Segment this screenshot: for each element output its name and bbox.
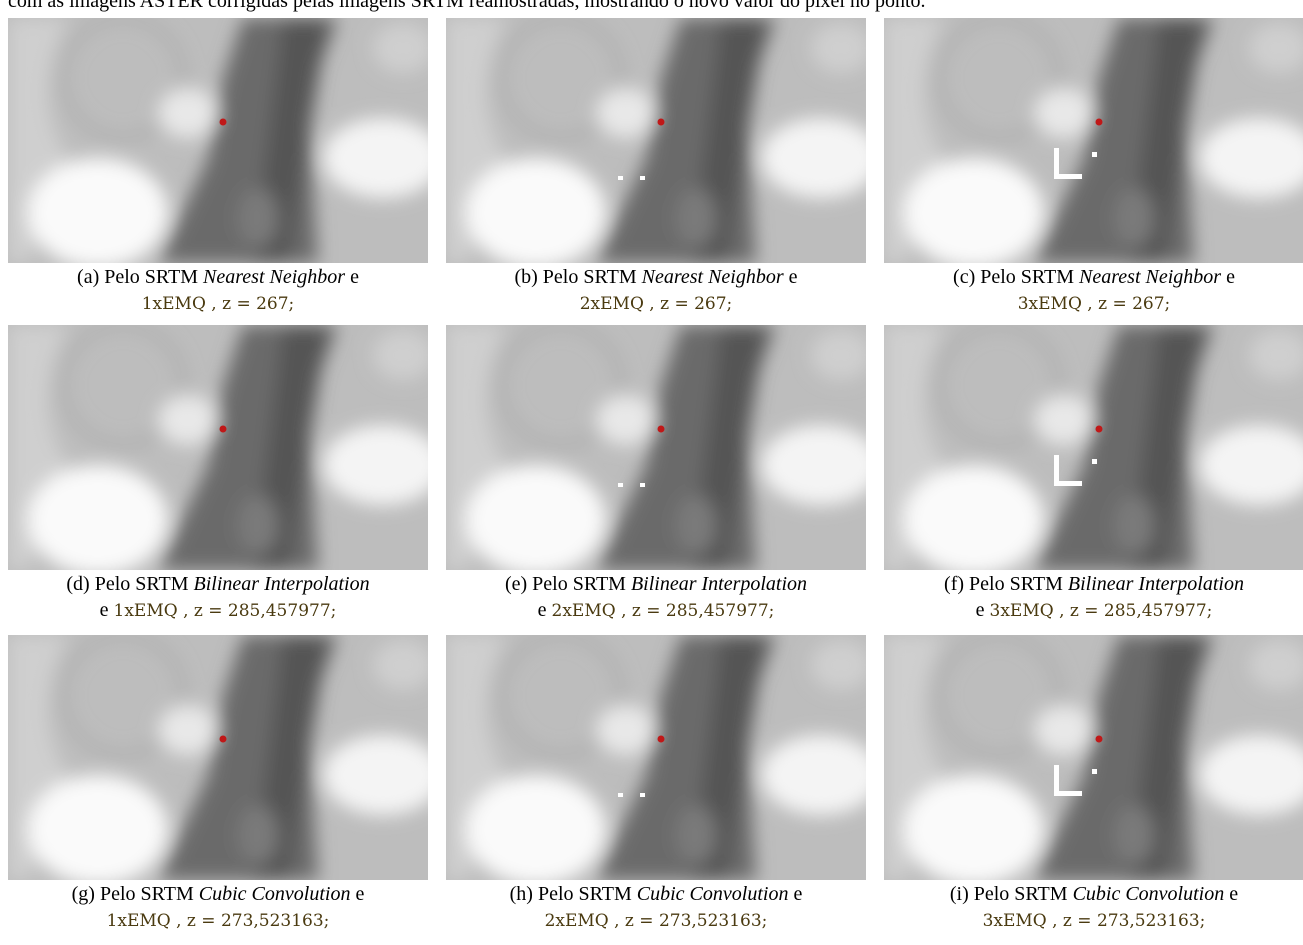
caption-label: (h) Pelo SRTM — [510, 883, 632, 905]
caption-line: 3xEMQ , z = 267; — [884, 291, 1303, 316]
caption-line: (i) Pelo SRTM Cubic Convolution e — [884, 882, 1303, 906]
figure-panel: (c) Pelo SRTM Nearest Neighbor e 3xEMQ , … — [884, 18, 1303, 316]
formula: 1xEMQ , z = 285,457977; — [114, 601, 337, 621]
method-name: Nearest Neighbor — [642, 266, 784, 288]
caption-connector: e — [350, 266, 359, 288]
terrain — [884, 325, 1303, 570]
terrain-image — [884, 18, 1303, 263]
caption-line: e 3xEMQ , z = 285,457977; — [884, 598, 1303, 623]
method-name: Cubic Convolution — [199, 883, 351, 905]
pixel-mark — [1054, 765, 1059, 795]
terrain — [446, 18, 866, 263]
caption-line: 2xEMQ , z = 273,523163; — [446, 908, 866, 933]
pixel-mark — [1054, 174, 1082, 179]
terrain-image — [8, 635, 428, 880]
pixel-mark — [640, 483, 645, 487]
pixel-mark — [1092, 459, 1097, 464]
caption-label: (e) Pelo SRTM — [505, 573, 626, 595]
terrain — [8, 635, 428, 880]
figure-panel: (g) Pelo SRTM Cubic Convolution e 1xEMQ ,… — [8, 635, 428, 933]
formula: 2xEMQ , z = 273,523163; — [545, 911, 768, 931]
caption-line: e 2xEMQ , z = 285,457977; — [446, 598, 866, 623]
caption-line: e 1xEMQ , z = 285,457977; — [8, 598, 428, 623]
method-name: Cubic Convolution — [1073, 883, 1225, 905]
formula: 3xEMQ , z = 267; — [1018, 294, 1171, 314]
caption-connector: e — [355, 883, 364, 905]
formula: 1xEMQ , z = 273,523163; — [107, 911, 330, 931]
caption-connector: e — [1229, 883, 1238, 905]
figure-panel: (i) Pelo SRTM Cubic Convolution e 3xEMQ ,… — [884, 635, 1303, 933]
formula: 2xEMQ , z = 285,457977; — [552, 601, 775, 621]
page: com as imagens ASTER corrigidas pelas im… — [0, 0, 1303, 945]
terrain-image — [446, 325, 866, 570]
figure-panel: (a) Pelo SRTM Nearest Neighbor e 1xEMQ , … — [8, 18, 428, 316]
terrain-image — [446, 635, 866, 880]
pixel-mark — [640, 176, 645, 180]
terrain-image — [884, 325, 1303, 570]
terrain — [446, 635, 866, 880]
pixel-mark — [618, 483, 623, 487]
terrain-image — [884, 635, 1303, 880]
caption-line: 1xEMQ , z = 267; — [8, 291, 428, 316]
terrain — [884, 635, 1303, 880]
terrain-image — [8, 18, 428, 263]
caption-label: (a) Pelo SRTM — [77, 266, 198, 288]
terrain-image — [8, 325, 428, 570]
caption-connector: e — [1226, 266, 1235, 288]
formula: 3xEMQ , z = 273,523163; — [983, 911, 1206, 931]
caption-line: 2xEMQ , z = 267; — [446, 291, 866, 316]
pixel-mark — [1054, 148, 1059, 178]
figure-panel: (h) Pelo SRTM Cubic Convolution e 2xEMQ ,… — [446, 635, 866, 933]
pixel-mark — [1092, 769, 1097, 774]
caption-line: 1xEMQ , z = 273,523163; — [8, 908, 428, 933]
terrain — [8, 325, 428, 570]
pixel-mark — [1054, 455, 1059, 485]
caption-label: (b) Pelo SRTM — [514, 266, 636, 288]
caption-label: (g) Pelo SRTM — [72, 883, 194, 905]
caption-label: (f) Pelo SRTM — [944, 573, 1063, 595]
formula: 2xEMQ , z = 267; — [580, 294, 733, 314]
terrain — [446, 325, 866, 570]
caption-line: (b) Pelo SRTM Nearest Neighbor e — [446, 265, 866, 289]
pixel-mark — [1092, 152, 1097, 157]
caption-line: (h) Pelo SRTM Cubic Convolution e — [446, 882, 866, 906]
caption-connector: e — [793, 883, 802, 905]
terrain — [8, 18, 428, 263]
figure-panel: (b) Pelo SRTM Nearest Neighbor e 2xEMQ , … — [446, 18, 866, 316]
method-name: Cubic Convolution — [637, 883, 789, 905]
caption-label: (d) Pelo SRTM — [66, 573, 188, 595]
pixel-mark — [640, 793, 645, 797]
caption-label: (i) Pelo SRTM — [950, 883, 1068, 905]
caption-line: (c) Pelo SRTM Nearest Neighbor e — [884, 265, 1303, 289]
method-name: Bilinear Interpolation — [631, 573, 807, 595]
method-name: Nearest Neighbor — [1079, 266, 1221, 288]
pixel-mark — [1054, 481, 1082, 486]
caption-connector: e — [976, 599, 985, 621]
intro-text: com as imagens ASTER corrigidas pelas im… — [8, 0, 926, 13]
caption-connector: e — [100, 599, 109, 621]
caption-line: (g) Pelo SRTM Cubic Convolution e — [8, 882, 428, 906]
pixel-mark — [1054, 791, 1082, 796]
caption-line: (d) Pelo SRTM Bilinear Interpolation — [8, 572, 428, 596]
caption-line: (f) Pelo SRTM Bilinear Interpolation — [884, 572, 1303, 596]
method-name: Bilinear Interpolation — [194, 573, 370, 595]
formula: 1xEMQ , z = 267; — [142, 294, 295, 314]
pixel-mark — [618, 176, 623, 180]
caption-connector: e — [789, 266, 798, 288]
caption-label: (c) Pelo SRTM — [953, 266, 1074, 288]
pixel-mark — [618, 793, 623, 797]
caption-line: (e) Pelo SRTM Bilinear Interpolation — [446, 572, 866, 596]
caption-line: (a) Pelo SRTM Nearest Neighbor e — [8, 265, 428, 289]
terrain — [884, 18, 1303, 263]
method-name: Nearest Neighbor — [203, 266, 345, 288]
formula: 3xEMQ , z = 285,457977; — [990, 601, 1213, 621]
terrain-image — [446, 18, 866, 263]
caption-line: 3xEMQ , z = 273,523163; — [884, 908, 1303, 933]
method-name: Bilinear Interpolation — [1068, 573, 1244, 595]
caption-connector: e — [538, 599, 547, 621]
